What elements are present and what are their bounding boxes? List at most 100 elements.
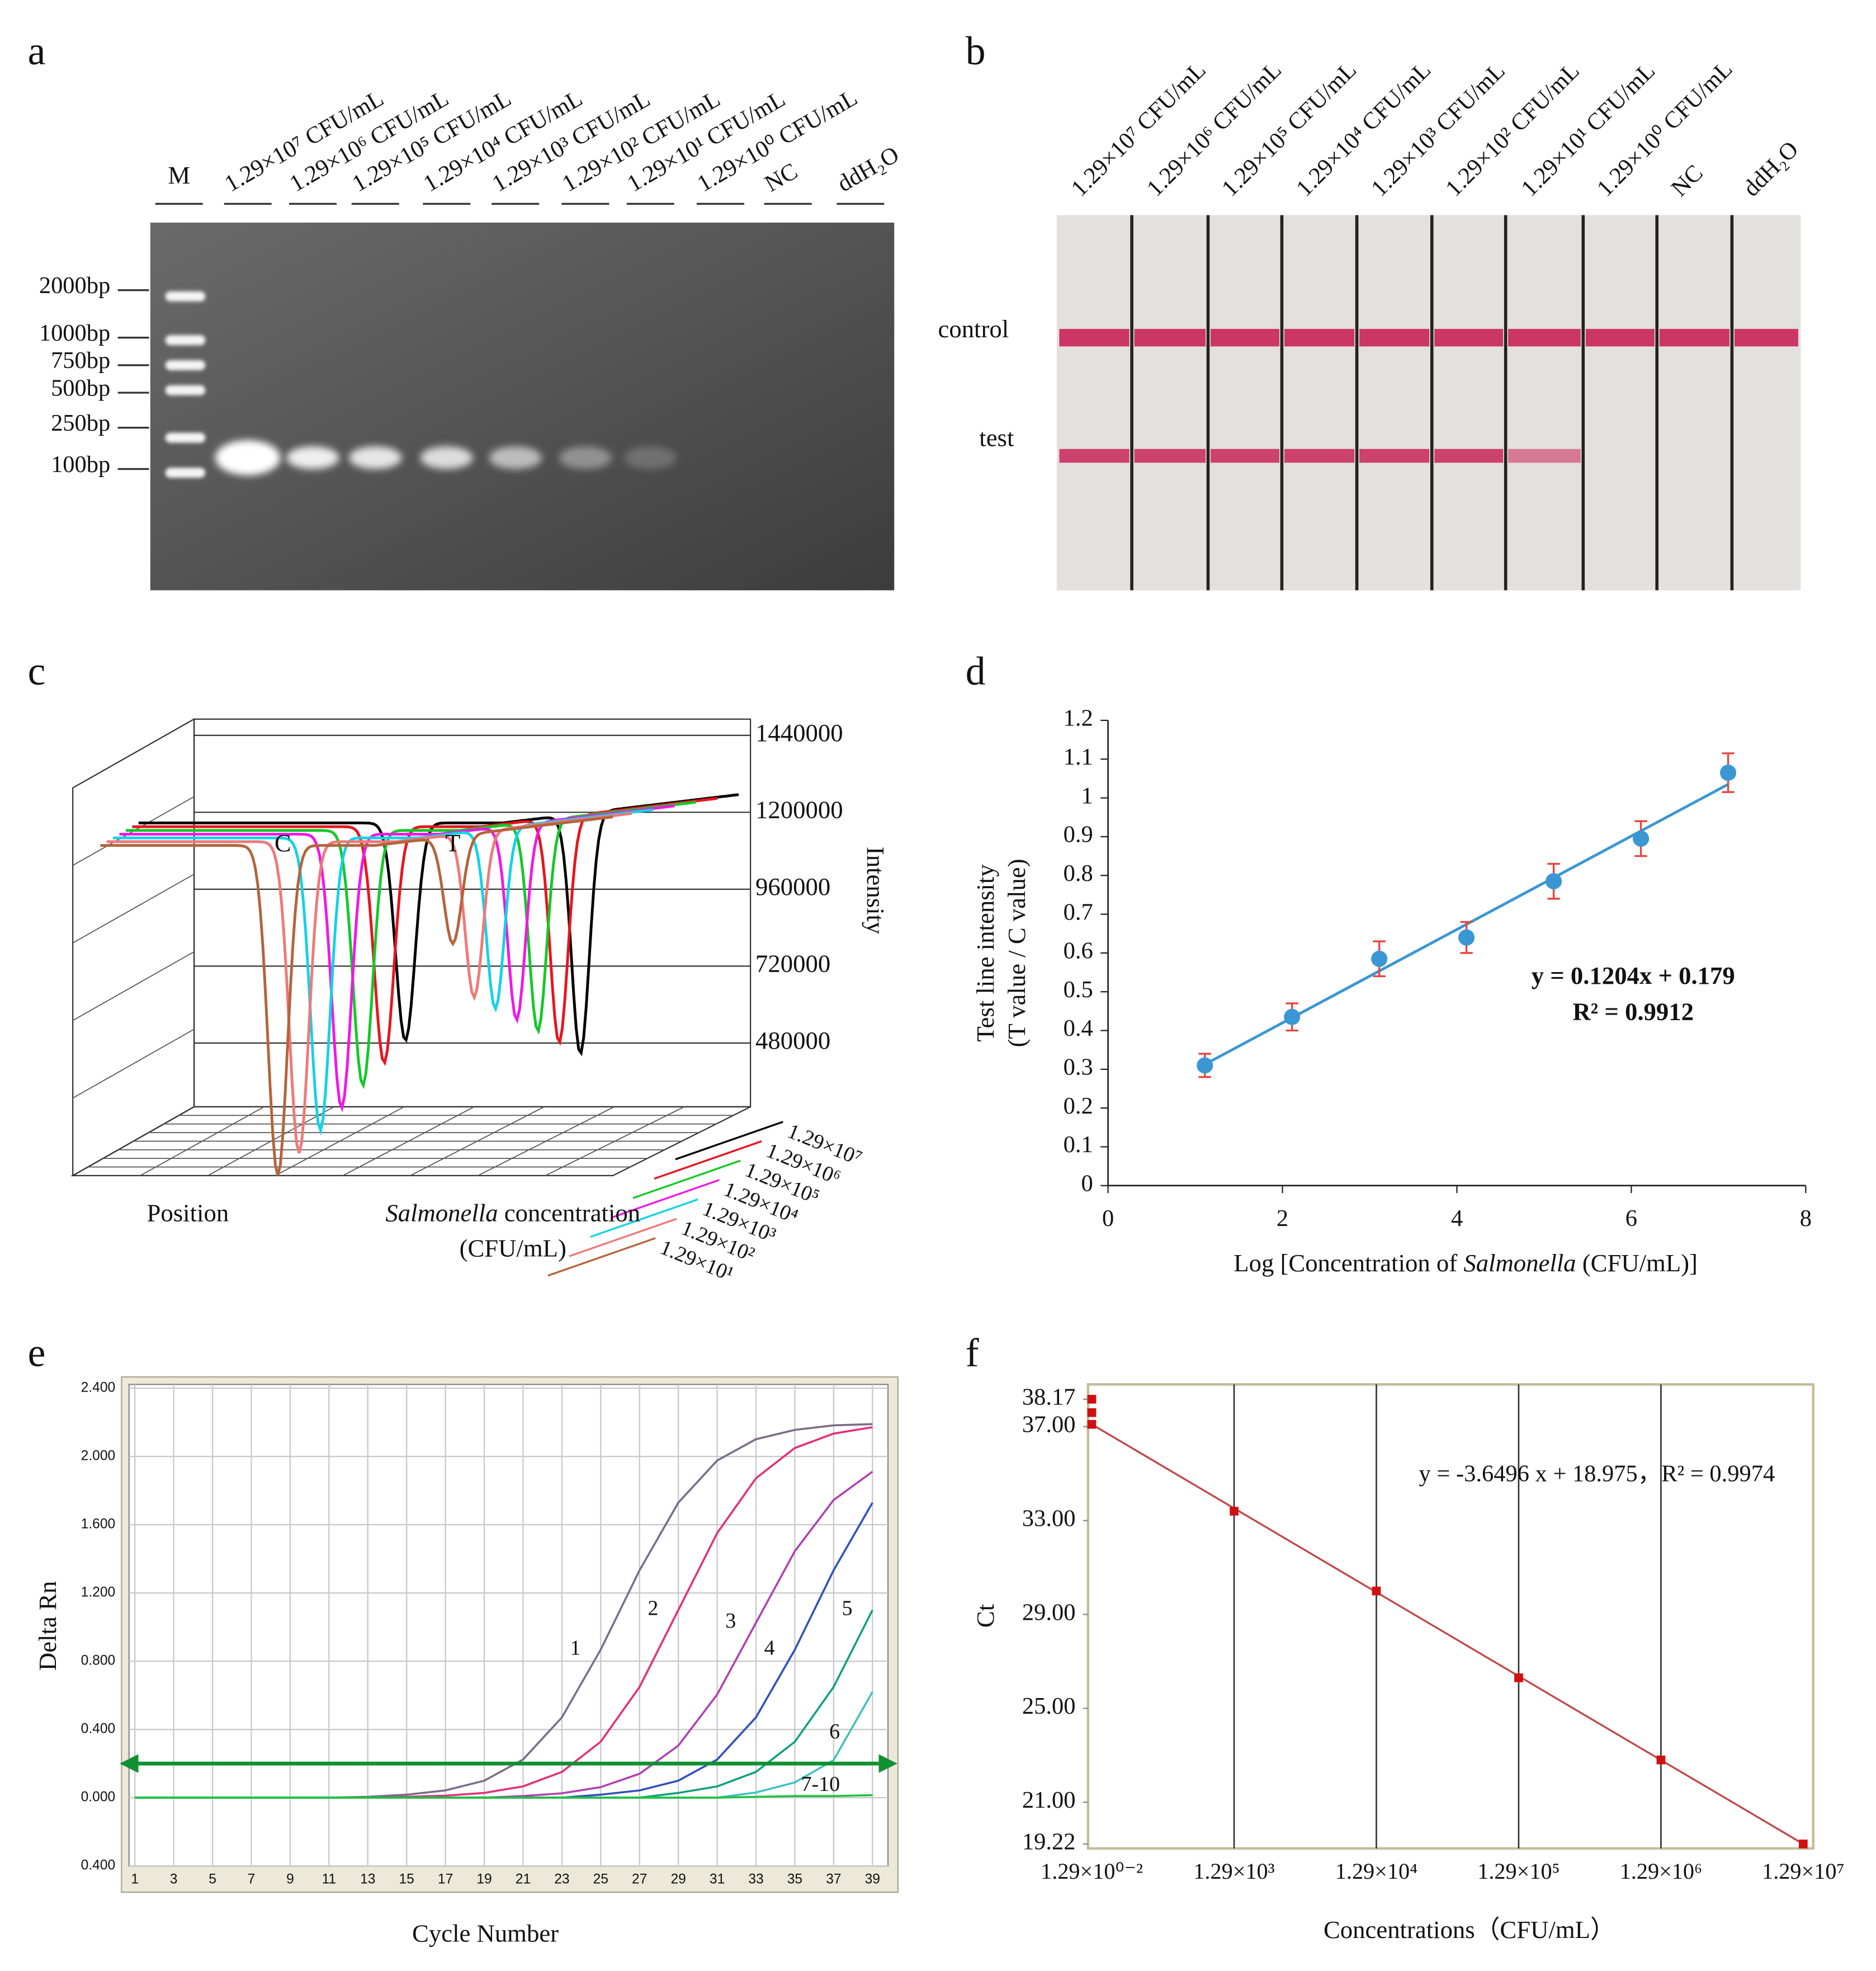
y-tick-label: 2.400 <box>81 1380 116 1395</box>
data-point <box>1371 950 1388 967</box>
ladder-band <box>165 385 206 395</box>
floor <box>70 1106 751 1176</box>
y-tick-label: 0.4 <box>1064 1015 1093 1041</box>
legend-swatch <box>654 1140 762 1180</box>
y-tick-label: 1200000 <box>755 796 843 824</box>
lane-label: M <box>168 161 190 189</box>
x-tick-label: 1 <box>131 1871 139 1887</box>
y-tick-label: 21.00 <box>1022 1787 1076 1813</box>
y-tick-label: 33.00 <box>1022 1505 1076 1531</box>
wall-grid <box>72 1029 195 1099</box>
control-line <box>1508 329 1581 347</box>
test-line <box>1434 449 1504 463</box>
y-tick-label: 29.00 <box>1022 1599 1076 1625</box>
x-axis-label: Concentrations（CFU/mL） <box>1324 1916 1615 1944</box>
depth-label-unit: (CFU/mL) <box>460 1234 566 1262</box>
panel-letter: a <box>28 29 46 73</box>
legend-swatch <box>632 1159 741 1199</box>
panel-letter: c <box>28 649 46 694</box>
floor-grid <box>478 1106 615 1176</box>
x-tick-label: 1.29×10⁰⁻² <box>1041 1859 1143 1884</box>
control-line <box>1210 329 1279 347</box>
y-tick-label: 0.8 <box>1064 860 1093 887</box>
x-axis-label-italic: Salmonella <box>1463 1249 1576 1277</box>
x-tick-label: 35 <box>787 1871 802 1887</box>
control-line <box>1059 329 1130 347</box>
amplification-curve <box>135 1794 873 1799</box>
control-line <box>1434 329 1504 347</box>
legend-swatch <box>675 1121 783 1161</box>
x-tick-label: 19 <box>476 1871 492 1887</box>
y-tick-label: 19.22 <box>1022 1829 1076 1855</box>
annotation: R² = 0.9912 <box>1572 998 1694 1026</box>
data-point <box>1633 830 1650 847</box>
x-axis-label-text: Log [Concentration of <box>1234 1249 1463 1277</box>
y-axis-label: Delta Rn <box>34 1581 62 1671</box>
intensity-profile <box>100 815 613 1176</box>
y-tick-label: 37.00 <box>1022 1412 1076 1438</box>
peak-label: T <box>445 829 460 857</box>
control-line <box>1659 329 1729 347</box>
y-tick-label: 38.17 <box>1022 1384 1076 1410</box>
x-tick-label: 0 <box>1102 1205 1114 1232</box>
data-point <box>1514 1673 1523 1682</box>
sample-band <box>489 446 542 469</box>
x-axis-label-text: (CFU/mL)] <box>1576 1249 1698 1277</box>
x-tick-label: 33 <box>748 1871 763 1887</box>
x-tick-label: 9 <box>286 1871 294 1887</box>
y-tick-label: 0.6 <box>1064 938 1093 964</box>
x-tick-label: 17 <box>438 1871 453 1887</box>
floor-grid <box>342 1106 475 1176</box>
marker-label: 750bp <box>51 347 110 374</box>
ladder-band <box>165 360 206 370</box>
line-label: test <box>979 423 1014 451</box>
curve-label: 3 <box>725 1609 736 1633</box>
control-line <box>1585 329 1655 347</box>
sample-band <box>624 446 677 469</box>
x-tick-label: 8 <box>1800 1205 1812 1232</box>
x-tick-label: 37 <box>826 1871 841 1887</box>
x-tick-label: 39 <box>865 1871 880 1887</box>
x-tick-label: 1.29×10⁴ <box>1335 1859 1417 1884</box>
x-tick-label: 23 <box>554 1871 569 1887</box>
y-tick-label: 0.000 <box>81 1790 116 1805</box>
y-tick-label: 1.1 <box>1064 744 1093 770</box>
y-tick-label: 2.000 <box>81 1449 116 1464</box>
depth-label-text: concentration <box>498 1199 641 1227</box>
x-tick-label: 1.29×10³ <box>1193 1859 1274 1884</box>
data-point <box>1087 1394 1097 1404</box>
y-tick-label: 720000 <box>755 950 830 978</box>
legend-swatch <box>547 1237 656 1277</box>
x-tick-label: 5 <box>209 1871 216 1887</box>
x-tick-label: 6 <box>1625 1205 1637 1232</box>
x-axis-label: Position <box>147 1199 229 1227</box>
depth-label-italic: Salmonella <box>385 1199 498 1227</box>
control-line <box>1134 329 1206 347</box>
test-line <box>1059 449 1130 463</box>
marker-label: 500bp <box>51 375 110 401</box>
annotation: y = -3.6496 x + 18.975，R² = 0.9974 <box>1419 1460 1775 1487</box>
ladder-band <box>165 432 206 443</box>
y-tick-label: 0.400 <box>81 1722 116 1737</box>
curve-label: 7-10 <box>801 1772 840 1796</box>
strip-photo <box>1056 215 1801 591</box>
wall-grid <box>72 951 195 1021</box>
depth-label: Salmonella concentration <box>385 1199 640 1227</box>
sample-band <box>286 446 339 469</box>
y-tick-label: 1.200 <box>81 1585 116 1600</box>
y-tick-label: 0.7 <box>1064 899 1093 925</box>
curve-label: 6 <box>829 1720 840 1743</box>
panel-letter: e <box>28 1331 46 1375</box>
y-axis-label: (T value / C value) <box>1003 859 1031 1047</box>
data-point <box>1719 765 1737 781</box>
x-tick-label: 27 <box>632 1871 647 1887</box>
data-point <box>1087 1408 1097 1417</box>
floor-grid <box>545 1106 684 1176</box>
marker-label: 1000bp <box>39 320 110 346</box>
y-tick-label: 0 <box>1081 1171 1093 1197</box>
test-line <box>1210 449 1279 463</box>
panel-letter: b <box>966 29 986 73</box>
marker-label: 100bp <box>51 451 110 478</box>
plot-frame <box>1086 1383 1814 1850</box>
legend-swatch <box>590 1198 698 1238</box>
